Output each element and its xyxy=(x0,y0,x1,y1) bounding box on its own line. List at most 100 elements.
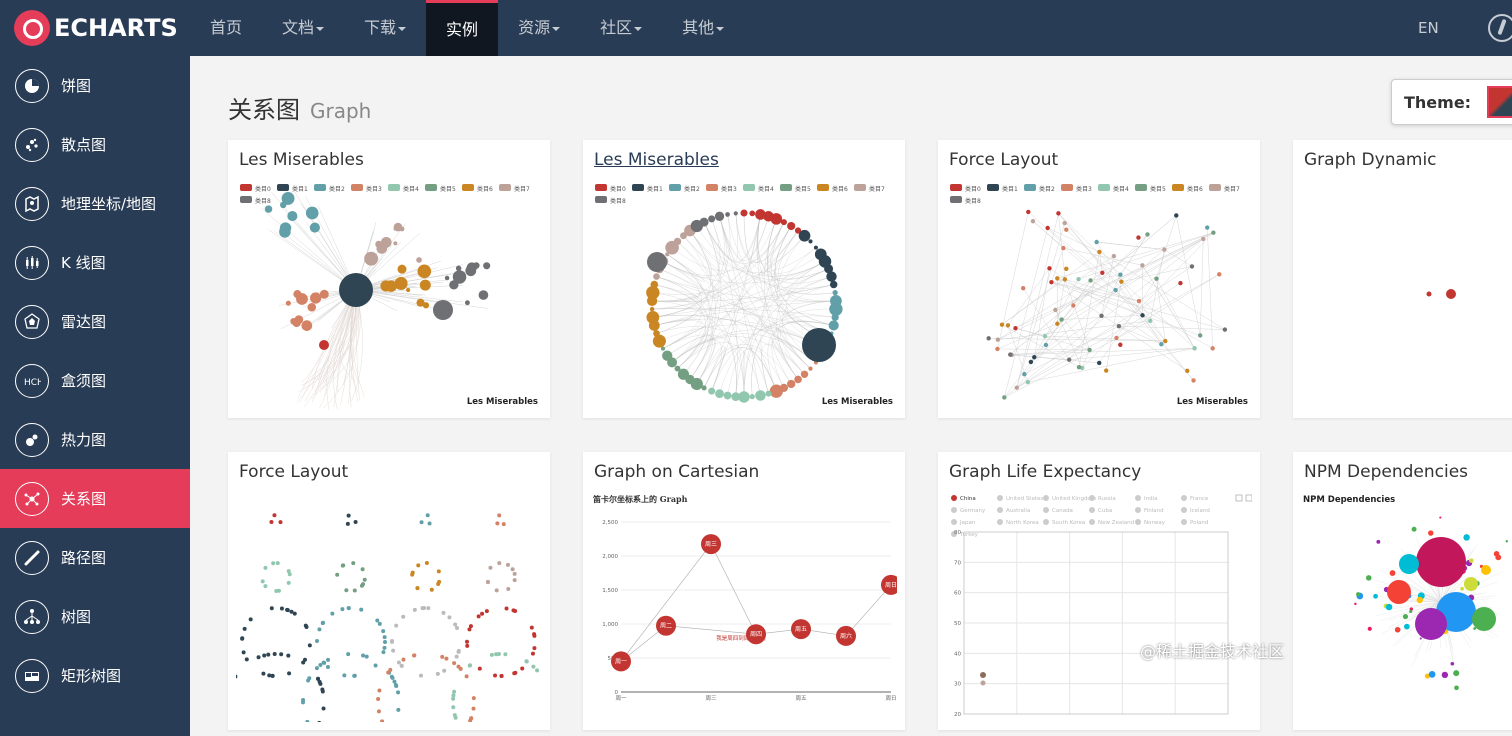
graph-node xyxy=(1191,378,1196,383)
example-card-title[interactable]: NPM Dependencies xyxy=(1304,462,1469,482)
sidebar-item-9[interactable]: 树图 xyxy=(0,587,190,646)
graph-node xyxy=(1197,333,1203,338)
example-thumbnail[interactable]: 笛卡尔坐标系上的 Graph2,5002,0001,5001,0005000周一… xyxy=(591,492,897,722)
graph-node xyxy=(1059,317,1064,322)
example-thumbnail[interactable]: NPM Dependencies xyxy=(1301,492,1512,722)
language-switch[interactable]: EN xyxy=(1418,19,1439,37)
graph-node xyxy=(321,620,326,625)
graph-node xyxy=(319,340,329,350)
graph-node xyxy=(318,663,323,668)
legend-label: Finland xyxy=(1144,508,1164,514)
example-card[interactable]: Force Layout 类目0 类目1 类目2 类目3 类目4 类目5 类目6 类目7 类目8 L… xyxy=(938,140,1260,418)
graph-node xyxy=(829,302,843,316)
graph-node xyxy=(497,513,502,518)
legend-swatch xyxy=(1172,184,1184,191)
graph-node xyxy=(377,621,382,626)
graph-node xyxy=(1116,323,1122,329)
top-navbar: ECHARTS 首页 文档 下载 实例 资源 社区 其他 EN xyxy=(0,0,1512,56)
graph-node xyxy=(289,609,294,614)
feather-icon[interactable] xyxy=(1488,14,1512,42)
graph-node xyxy=(270,673,275,678)
graph-node xyxy=(1118,342,1123,347)
example-card[interactable]: Graph Life Expectancy China United States U… xyxy=(938,452,1260,730)
nav-item-3[interactable]: 实例 xyxy=(426,0,499,56)
example-card[interactable]: Les Miserables 类目0 类目1 类目2 类目3 类目4 类目5 类目6 类目7 类目… xyxy=(228,140,550,418)
nav-item-0[interactable]: 首页 xyxy=(190,0,262,56)
legend-swatch xyxy=(632,184,644,191)
example-thumbnail[interactable]: China United States United Kingdom Russia In… xyxy=(946,492,1252,722)
example-card[interactable]: NPM Dependencies NPM Dependencies xyxy=(1293,452,1512,730)
legend-label: 类目7 xyxy=(514,185,530,193)
example-card[interactable]: Graph on Cartesian 笛卡尔坐标系上的 Graph 2,500 2,0… xyxy=(583,452,905,730)
graph-node xyxy=(708,215,716,223)
echarts-logo[interactable]: ECHARTS xyxy=(14,10,178,46)
sidebar-item-10[interactable]: 矩形树图 xyxy=(0,646,190,705)
graph-node xyxy=(476,614,481,619)
node-label: 周三 xyxy=(705,541,717,548)
example-thumbnail[interactable]: 类目0 类目1 类目2 类目3 类目4 类目5 类目6 类目7 类目8 Les Miserable… xyxy=(946,180,1252,410)
graph-node xyxy=(465,639,470,644)
graph-node xyxy=(1366,575,1372,581)
graph-node xyxy=(836,625,856,646)
sidebar-item-6[interactable]: 热力图 xyxy=(0,410,190,469)
graph-node xyxy=(280,201,287,209)
example-card-title[interactable]: Graph on Cartesian xyxy=(594,462,760,482)
example-card-title[interactable]: Graph Life Expectancy xyxy=(949,462,1142,482)
graph-node xyxy=(471,696,476,701)
nav-item-6[interactable]: 其他 xyxy=(662,0,744,56)
legend-swatch xyxy=(1043,519,1049,525)
example-card[interactable]: Graph Dynamic xyxy=(1293,140,1512,418)
legend-swatch xyxy=(1135,507,1141,513)
sidebar-item-8[interactable]: 路径图 xyxy=(0,528,190,587)
example-thumbnail[interactable]: 类目0 类目1 类目2 类目3 类目4 类目5 类目6 类目7 类目8 Les Miserable… xyxy=(236,180,542,410)
thumb-caption: NPM Dependencies xyxy=(1303,495,1395,505)
life-expectancy-preview: China United States United Kingdom Russia In… xyxy=(951,494,1252,718)
graph-node xyxy=(1446,289,1456,299)
graph-node xyxy=(340,563,345,568)
example-card-title[interactable]: Force Layout xyxy=(949,150,1059,170)
graph-node xyxy=(314,666,319,671)
graph-node xyxy=(399,663,404,668)
nav-item-2[interactable]: 下载 xyxy=(344,0,426,56)
sidebar-item-4[interactable]: 雷达图 xyxy=(0,292,190,351)
graph-node xyxy=(416,298,425,307)
page-subtitle: Graph xyxy=(310,99,372,123)
graph-node xyxy=(416,257,422,263)
example-card[interactable]: Force Layout xyxy=(228,452,550,730)
graph-node xyxy=(1217,272,1222,277)
legend-label: New Zealand xyxy=(1098,520,1134,526)
theme-swatch[interactable] xyxy=(1487,86,1512,118)
graph-node xyxy=(396,660,401,665)
sidebar-item-5[interactable]: HCH 盒须图 xyxy=(0,351,190,410)
example-card-title[interactable]: Force Layout xyxy=(239,462,349,482)
sidebar-item-7[interactable]: 关系图 xyxy=(0,469,190,528)
example-thumbnail[interactable]: 类目0 类目1 类目2 类目3 类目4 类目5 类目6 类目7 类目8 Les Miserable… xyxy=(591,180,897,410)
graph-node xyxy=(477,666,482,671)
sidebar-item-1[interactable]: 散点图 xyxy=(0,115,190,174)
graph-node xyxy=(411,653,416,658)
nav-item-5[interactable]: 社区 xyxy=(580,0,662,56)
tree-icon xyxy=(15,599,49,634)
graph-node xyxy=(512,571,517,576)
example-thumbnail[interactable] xyxy=(1301,180,1512,410)
nav-item-4[interactable]: 资源 xyxy=(498,0,580,56)
graph-node xyxy=(325,665,330,670)
sidebar-item-3[interactable]: K 线图 xyxy=(0,233,190,292)
edge-label: 我是周四到周三连线 xyxy=(716,634,766,642)
page-title: 关系图 Graph xyxy=(228,90,371,125)
graph-node xyxy=(529,625,534,630)
graph-node xyxy=(1192,346,1197,351)
example-card-title[interactable]: Les Miserables xyxy=(594,150,719,170)
sidebar-item-2[interactable]: 地理坐标/地图 xyxy=(0,174,190,233)
example-thumbnail[interactable] xyxy=(236,492,542,722)
example-card-title[interactable]: Les Miserables xyxy=(239,150,364,170)
graph-node xyxy=(316,676,321,681)
graph-node xyxy=(321,706,326,711)
example-card[interactable]: Les Miserables 类目0 类目1 类目2 类目3 类目4 类目5 类目6 类目7 类目… xyxy=(583,140,905,418)
legend-swatch xyxy=(951,507,957,513)
sidebar-item-0[interactable]: 饼图 xyxy=(0,56,190,115)
graph-node xyxy=(647,252,667,272)
example-card-title[interactable]: Graph Dynamic xyxy=(1304,150,1437,170)
theme-selector[interactable]: Theme: xyxy=(1391,79,1512,125)
nav-item-1[interactable]: 文档 xyxy=(262,0,344,56)
